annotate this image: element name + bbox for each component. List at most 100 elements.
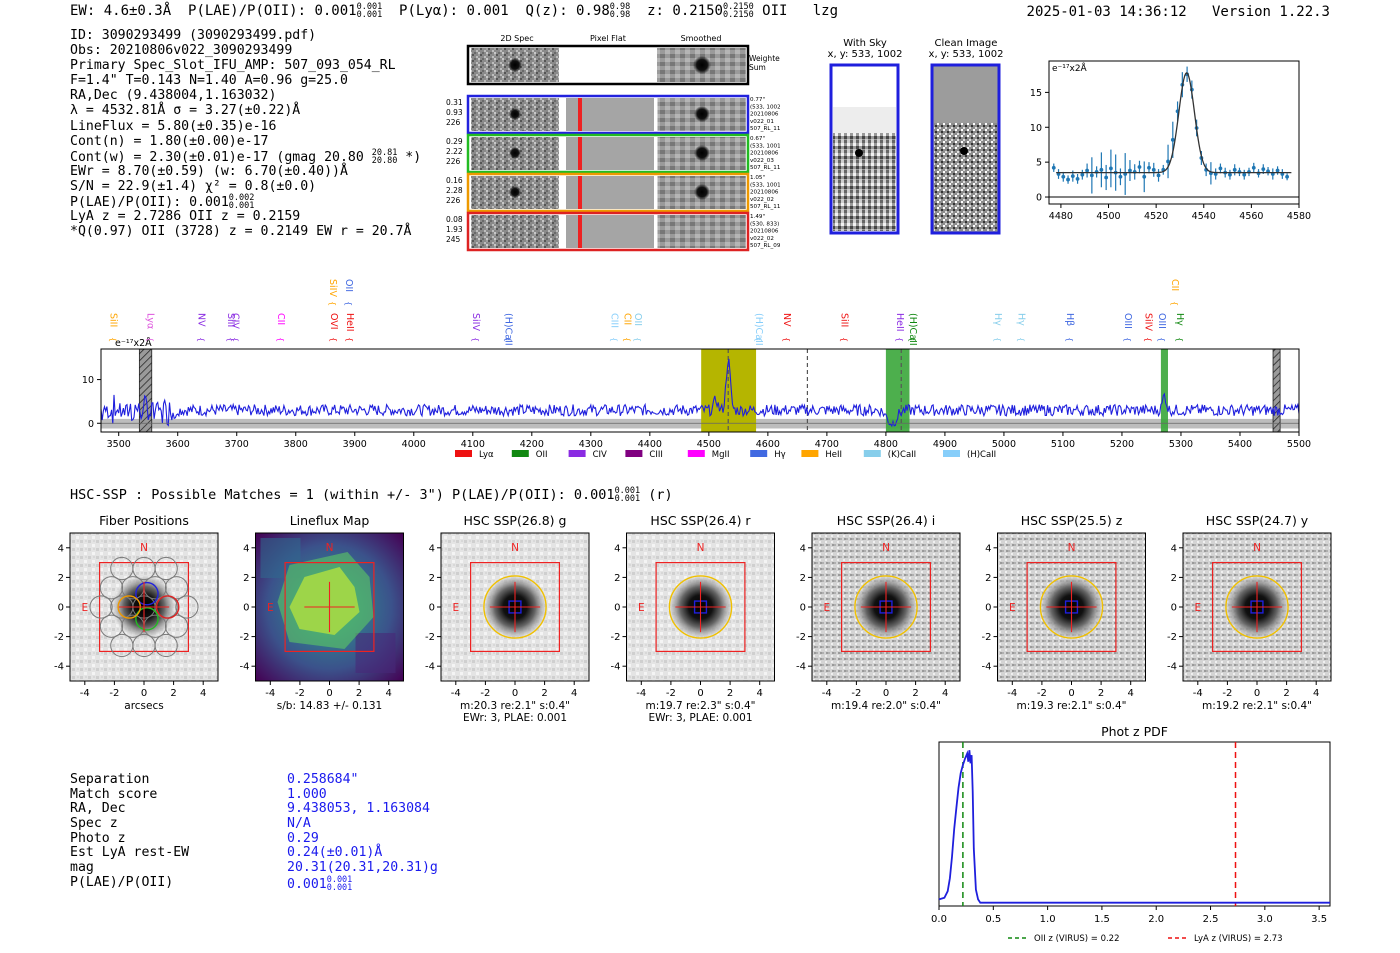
spec-line-name: Hγ bbox=[1174, 313, 1185, 326]
contw-text: Cont(w) = 2.30(±0.01)e-17 (gmag 20.80 bbox=[70, 149, 364, 165]
hsc-ytick-label: 2 bbox=[985, 573, 991, 584]
hsc-cutout-panels: Fiber Positions N E -4 -4 -2 -2 0 0 2 2 4 4 arcsecs Li… bbox=[54, 513, 1332, 723]
hsc-ytick-label: -2 bbox=[240, 632, 250, 643]
fit-data-point bbox=[1061, 174, 1066, 179]
hsc-ytick-label: -2 bbox=[54, 632, 64, 643]
spec-xtick-label: 3700 bbox=[225, 439, 249, 450]
match-value: N/A bbox=[287, 816, 311, 832]
hsc-aperture-box bbox=[98, 561, 190, 653]
spec-line-label: OII { bbox=[632, 313, 643, 342]
fit-xtick-label: 4580 bbox=[1287, 211, 1311, 222]
with-sky-image bbox=[829, 63, 900, 235]
with-sky-label: With Sky bbox=[843, 38, 887, 49]
row-meta: 507_RL_111 bbox=[750, 204, 780, 210]
match-label: RA, Dec bbox=[70, 801, 126, 817]
info-plae: P(LAE)/P(OII): 0.0010.002 0.001 bbox=[70, 194, 421, 212]
fit-data-point bbox=[1070, 174, 1075, 178]
hsc-xtick-label: 2 bbox=[1098, 688, 1104, 699]
match-label: Separation bbox=[70, 772, 150, 787]
info-plae-lower: 0.001 bbox=[228, 201, 255, 212]
hsc-ytick-label: 4 bbox=[58, 543, 64, 554]
spec-error-band bbox=[101, 418, 1299, 429]
spec-legend-item: CIV bbox=[568, 450, 607, 460]
east-label: E bbox=[638, 602, 645, 614]
match-value: 0.24(±0.01)Å bbox=[287, 845, 383, 861]
hsc-aperture-box bbox=[1211, 561, 1302, 653]
info-contw: Cont(w) = 2.30(±0.01)e-17 (gmag 20.80 20… bbox=[70, 149, 421, 166]
match-label: mag bbox=[70, 860, 94, 876]
spec-line-brace: { bbox=[1065, 337, 1074, 342]
north-label: N bbox=[882, 542, 890, 554]
row-value-b: 2.22 bbox=[446, 147, 463, 156]
weighted-sum-row: Weighted Sum bbox=[466, 44, 780, 86]
spec-legend-label: CIV bbox=[593, 450, 607, 460]
plae-text: P(LAE)/P(OII): 0.001 bbox=[70, 195, 229, 211]
hsc-aperture-box bbox=[284, 561, 375, 653]
row-value-c: 226 bbox=[446, 118, 461, 127]
hsc-xtick-label: 4 bbox=[757, 688, 763, 699]
spec-line-brace: { bbox=[146, 337, 155, 342]
spec-line-name: HeII bbox=[344, 313, 355, 332]
hsc-caption-2: EWr: 3, PLAE: 0.001 bbox=[648, 712, 752, 723]
row-meta: v022_01 bbox=[750, 119, 774, 125]
hsc-plae-lower: 0.001 bbox=[614, 494, 641, 504]
spec-line-brace: { bbox=[782, 337, 791, 342]
contw-lower: 20.80 bbox=[371, 155, 398, 166]
spec-legend-swatch bbox=[625, 450, 643, 457]
hsc-xtick-label: 0 bbox=[883, 688, 889, 699]
hsc-panel: Lineflux Map N E -4 -4 -2 -2 0 0 2 2 4 4 s/b: 14.83 +… bbox=[240, 513, 404, 712]
info-lya: LyA z = 2.7286 OII z = 0.2159 bbox=[70, 209, 301, 225]
info-contn: Cont(n) = 1.80(±0.00)e-17 bbox=[70, 133, 269, 149]
row-meta: (533, 1002) bbox=[750, 104, 780, 110]
hsc-xtick-label: -4 bbox=[1193, 688, 1203, 699]
spec-line-brace: { bbox=[993, 337, 1002, 342]
qz-lower: 0.98 bbox=[609, 10, 631, 20]
hsc-ytick-label: -4 bbox=[796, 662, 806, 673]
hsc-ytick-label: -2 bbox=[425, 632, 435, 643]
fiber-highlight bbox=[135, 607, 159, 631]
spec-line-label: OIII { bbox=[1156, 313, 1167, 342]
match-row: mag 20.31(20.31,20.31)g bbox=[70, 860, 510, 876]
plae-value: P(LAE)/P(OII): 0.001 bbox=[188, 3, 357, 19]
spec-line-brace: { bbox=[344, 301, 353, 306]
east-label: E bbox=[267, 602, 274, 614]
spec-line-label: Hγ { bbox=[1174, 313, 1185, 342]
spec-line-brace: { bbox=[108, 337, 117, 342]
spec-line-brace: { bbox=[196, 337, 205, 342]
line-fit-chart: 4480 4500 4520 4540 4560 4580 0 5 10 15 e⁻¹⁷x2Å bbox=[1030, 60, 1311, 222]
hsc-ytick-label: 2 bbox=[1171, 573, 1177, 584]
hsc-caption: m:19.3 re:2.1" s:0.4" bbox=[1017, 700, 1127, 712]
hsc-ytick-label: -2 bbox=[796, 632, 806, 643]
fit-data-point bbox=[1104, 175, 1109, 180]
row-value-b: 0.93 bbox=[446, 108, 463, 117]
spec-xtick-label: 3900 bbox=[343, 439, 367, 450]
fit-data-point bbox=[1242, 172, 1247, 177]
match-row: Match score 1.000 bbox=[70, 787, 510, 803]
row-value-c: 226 bbox=[446, 157, 461, 166]
hsc-ytick-label: 0 bbox=[58, 603, 64, 614]
qz-upper: 0.98 bbox=[609, 2, 631, 12]
pdf-xtick-label: 3.5 bbox=[1311, 914, 1327, 925]
col-2d-label: 2D Spec bbox=[500, 34, 533, 43]
hsc-xtick-label: 4 bbox=[1128, 688, 1134, 699]
fiber-circle bbox=[164, 614, 189, 638]
fit-data-point bbox=[1066, 177, 1070, 182]
spec-legend-label: Lyα bbox=[479, 450, 494, 460]
match-label-plae: P(LAE)/P(OII) bbox=[70, 874, 174, 890]
fit-ytick-label: 15 bbox=[1030, 88, 1042, 99]
hsc-xtick-label: 4 bbox=[386, 688, 392, 699]
spec-line-brace: { bbox=[328, 301, 337, 306]
spec-legend-item: CIII bbox=[625, 450, 663, 460]
spec-legend-label: MgII bbox=[712, 450, 730, 460]
hsc-panel: Fiber Positions N E -4 -4 -2 -2 0 0 2 2 4 4 arcsecs bbox=[54, 513, 219, 712]
spec-legend-item: HeII bbox=[801, 450, 842, 460]
spec-hatched-band bbox=[1272, 348, 1281, 433]
spec-line-name: CII bbox=[622, 313, 633, 325]
spec-line-name: SiII bbox=[225, 313, 236, 327]
spec-line-label: OIII { bbox=[1122, 313, 1133, 342]
spec-legend-label: Hγ bbox=[774, 450, 785, 460]
spec-xtick-label: 3800 bbox=[284, 439, 308, 450]
